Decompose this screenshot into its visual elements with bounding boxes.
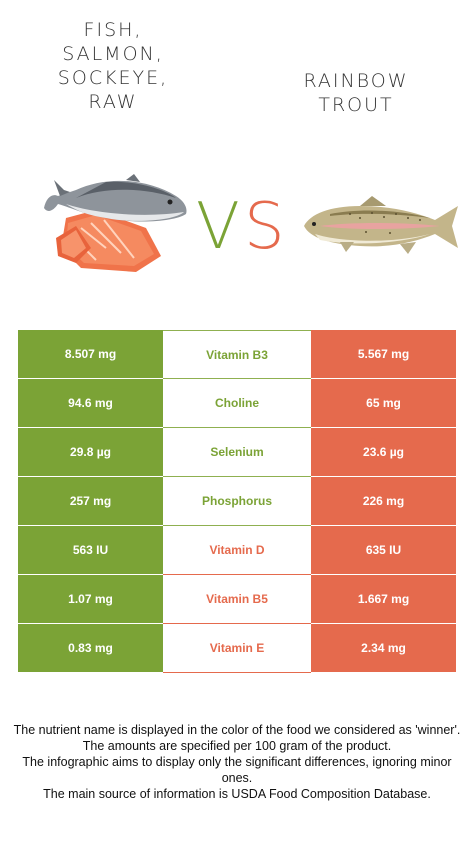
nutrient-name-cell: Vitamin D	[163, 526, 311, 575]
nutrient-name-cell: Vitamin B3	[163, 330, 311, 379]
food-title-right: RAINBOW TROUT	[303, 70, 409, 116]
vs-v-letter: V	[196, 190, 240, 260]
right-value-cell: 226 mg	[311, 477, 456, 526]
table-row: 29.8 µg Selenium 23.6 µg	[18, 428, 456, 477]
vs-s-letter: S	[244, 190, 285, 260]
right-value-cell: 2.34 mg	[311, 624, 456, 673]
food-title-left: FISH, SALMON, SOCKEYE, RAW	[57, 19, 169, 113]
right-value-cell: 635 IU	[311, 526, 456, 575]
nutrient-name-cell: Vitamin E	[163, 624, 311, 673]
salmon-icon	[44, 174, 187, 272]
footnote-line-winner: The nutrient name is displayed in the co…	[13, 723, 461, 737]
right-value-cell: 1.667 mg	[311, 575, 456, 624]
nutrient-name-cell: Choline	[163, 379, 311, 428]
table-row: 257 mg Phosphorus 226 mg	[18, 477, 456, 526]
comparison-table: 8.507 mg Vitamin B3 5.567 mg 94.6 mg Choline…	[18, 330, 456, 673]
nutrient-name-cell: Selenium	[163, 428, 311, 477]
footnote-line-significant: The infographic aims to display only the…	[22, 755, 452, 785]
table-row: 1.07 mg Vitamin B5 1.667 mg	[18, 575, 456, 624]
table-row: 563 IU Vitamin D 635 IU	[18, 526, 456, 575]
right-value-cell: 23.6 µg	[311, 428, 456, 477]
trout-icon	[304, 196, 458, 254]
left-value-cell: 1.07 mg	[18, 575, 163, 624]
left-value-cell: 29.8 µg	[18, 428, 163, 477]
footnote-line-amounts: The amounts are specified per 100 gram o…	[82, 739, 392, 753]
left-value-cell: 0.83 mg	[18, 624, 163, 673]
vs-mark: V S	[196, 190, 285, 260]
left-value-cell: 563 IU	[18, 526, 163, 575]
footnote-line-source: The main source of information is USDA F…	[43, 787, 431, 801]
right-value-cell: 5.567 mg	[311, 330, 456, 379]
left-value-cell: 8.507 mg	[18, 330, 163, 379]
table-row: 94.6 mg Choline 65 mg	[18, 379, 456, 428]
table-row: 8.507 mg Vitamin B3 5.567 mg	[18, 330, 456, 379]
footnote: The nutrient name is displayed in the co…	[10, 722, 464, 802]
nutrient-name-cell: Vitamin B5	[163, 575, 311, 624]
right-value-cell: 65 mg	[311, 379, 456, 428]
nutrient-name-cell: Phosphorus	[163, 477, 311, 526]
left-value-cell: 257 mg	[18, 477, 163, 526]
left-value-cell: 94.6 mg	[18, 379, 163, 428]
table-row: 0.83 mg Vitamin E 2.34 mg	[18, 624, 456, 673]
